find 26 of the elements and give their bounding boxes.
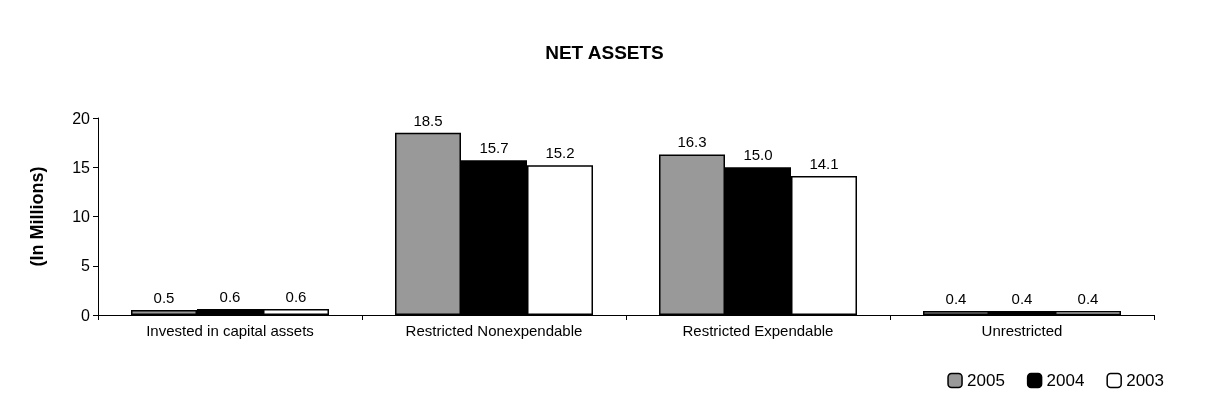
data-label: 0.6 [285,288,307,306]
x-tick-label: Invested in capital assets [146,322,314,339]
data-label: 18.5 [413,111,443,129]
data-label: 16.3 [677,133,707,151]
x-tick-label: Restricted Nonexpendable [405,322,583,339]
data-label: 0.4 [1011,290,1033,308]
data-label: 0.4 [1077,290,1099,308]
data-label: 0.5 [153,289,175,307]
legend-label: 2003 [1126,371,1165,390]
x-tick-label: Unrestricted [981,322,1063,339]
y-tick-label: 10 [72,208,91,225]
y-tick-label: 0 [81,306,91,324]
legend-label: 2005 [967,371,1005,390]
data-label: 0.4 [945,290,967,308]
chart-title: NET ASSETS [545,42,664,63]
y-tick-label: 15 [72,158,91,176]
data-label: 15.2 [545,144,575,162]
data-label: 15.0 [743,146,773,164]
data-label: 0.6 [219,288,241,306]
y-axis-title: (In Millions) [27,166,47,267]
y-tick-label: 20 [72,109,91,127]
legend-label: 2004 [1046,371,1085,390]
y-tick-label: 5 [81,257,91,275]
data-label: 15.7 [479,139,509,157]
x-tick-label: Restricted Expendable [682,322,834,339]
data-label: 14.1 [809,155,839,173]
